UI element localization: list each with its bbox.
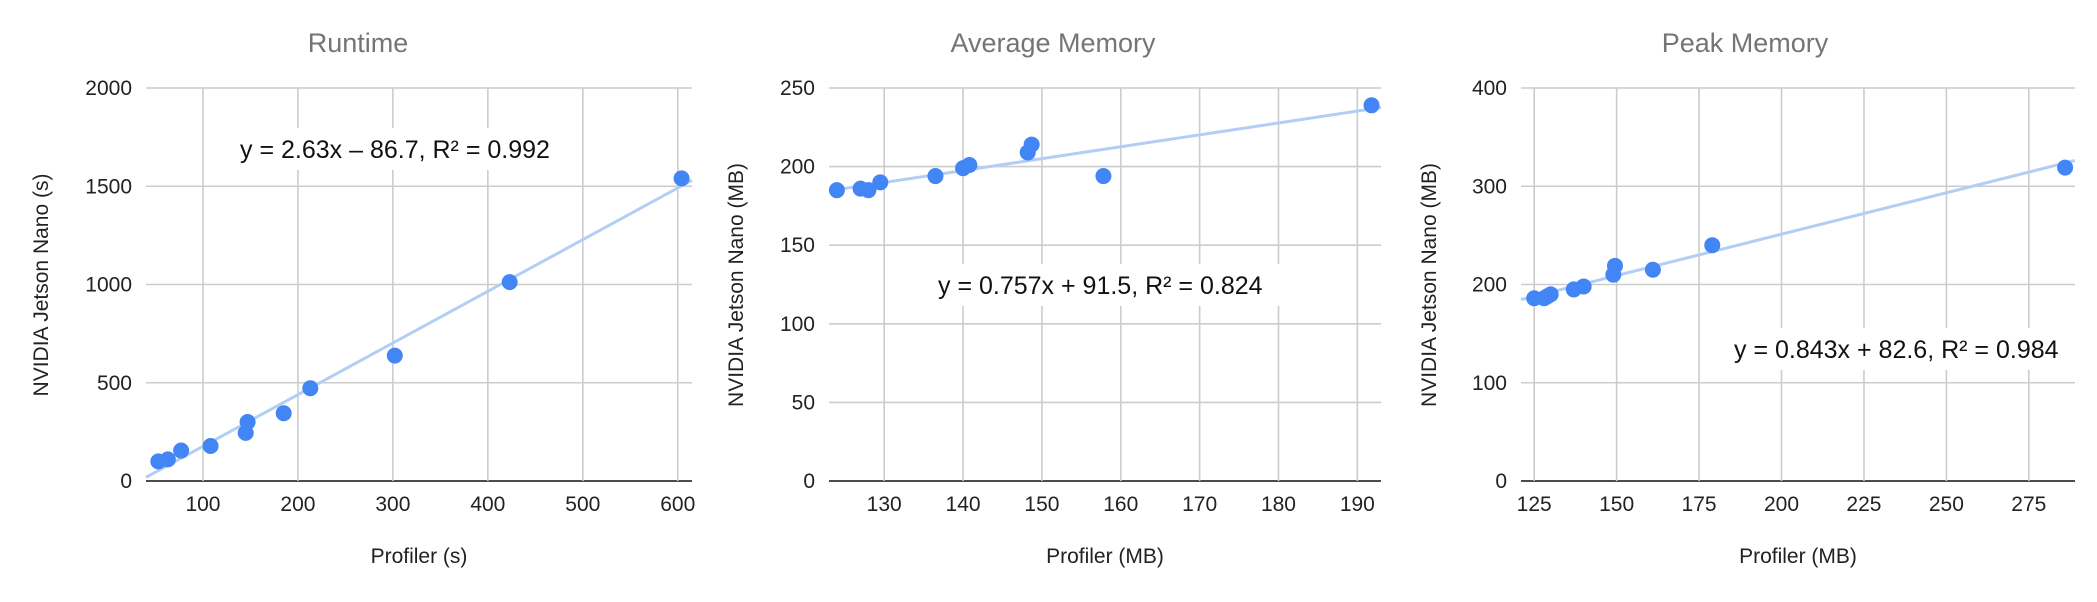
data-point (872, 174, 889, 191)
data-point (275, 405, 292, 422)
x-tick-label: 300 (375, 493, 410, 516)
x-tick-label: 100 (185, 493, 220, 516)
y-tick-label: 0 (803, 470, 815, 493)
trendline-equation: y = 2.63x – 86.7, R² = 0.992 (240, 136, 550, 164)
chart-title: Runtime (308, 28, 409, 58)
y-tick-label: 2000 (85, 77, 132, 100)
data-point (2057, 159, 2074, 176)
y-tick-label: 0 (1495, 470, 1507, 493)
data-point (239, 414, 256, 431)
y-tick-label: 0 (120, 470, 132, 493)
data-point (1542, 286, 1559, 303)
x-tick-label: 150 (1599, 493, 1634, 516)
data-point (1095, 168, 1112, 185)
y-tick-label: 300 (1472, 175, 1507, 198)
x-tick-label: 500 (565, 493, 600, 516)
y-tick-label: 200 (1472, 274, 1507, 297)
x-axis-label: Profiler (MB) (1046, 545, 1164, 568)
y-tick-label: 400 (1472, 77, 1507, 100)
y-tick-label: 50 (792, 391, 815, 414)
x-tick-label: 150 (1024, 493, 1059, 516)
data-point (173, 442, 190, 459)
data-point (1575, 278, 1592, 295)
trendline-equation-background (228, 128, 562, 170)
x-tick-label: 180 (1261, 493, 1296, 516)
data-point (302, 380, 319, 397)
x-tick-label: 160 (1103, 493, 1138, 516)
y-tick-label: 250 (780, 77, 815, 100)
data-point (927, 168, 944, 185)
data-point (501, 274, 518, 291)
trendline-equation-background (926, 264, 1280, 306)
y-axis-label: NVIDIA Jetson Nano (s) (30, 174, 53, 397)
y-axis-label: NVIDIA Jetson Nano (MB) (725, 163, 748, 407)
x-tick-label: 140 (946, 493, 981, 516)
average-memory-chart: Average Memory 0 50 100 150 200 250 130 140 150 1… (725, 28, 1382, 568)
data-point (673, 170, 690, 187)
data-point (159, 451, 176, 468)
x-tick-label: 200 (1764, 493, 1799, 516)
y-tick-label: 100 (780, 313, 815, 336)
data-point (386, 347, 403, 364)
trendline-equation: y = 0.843x + 82.6, R² = 0.984 (1734, 336, 2059, 364)
trendline-equation: y = 0.757x + 91.5, R² = 0.824 (938, 272, 1263, 300)
data-point (1644, 261, 1661, 278)
y-tick-label: 1000 (85, 274, 132, 297)
data-point (1606, 257, 1623, 274)
data-point (1023, 136, 1040, 153)
y-tick-label: 150 (780, 234, 815, 257)
runtime-chart: Runtime 0 500 1000 1500 2000 100 200 300 400 500 6… (30, 28, 695, 568)
x-tick-label: 130 (867, 493, 902, 516)
x-tick-label: 200 (280, 493, 315, 516)
y-axis-label: NVIDIA Jetson Nano (MB) (1418, 163, 1441, 407)
x-tick-label: 225 (1846, 493, 1881, 516)
x-tick-label: 600 (660, 493, 695, 516)
y-tick-label: 1500 (85, 175, 132, 198)
y-tick-label: 100 (1472, 372, 1507, 395)
x-tick-label: 250 (1929, 493, 1964, 516)
trendline-equation-background (1722, 328, 2072, 370)
chart-title: Peak Memory (1662, 28, 1829, 58)
y-tick-label: 200 (780, 156, 815, 179)
data-point (1704, 237, 1721, 254)
x-tick-label: 275 (2011, 493, 2046, 516)
x-tick-label: 190 (1340, 493, 1375, 516)
x-tick-label: 400 (470, 493, 505, 516)
trendline (145, 178, 693, 479)
x-axis-label: Profiler (MB) (1739, 545, 1857, 568)
x-tick-label: 170 (1182, 493, 1217, 516)
data-point (961, 157, 978, 174)
peak-memory-chart: Peak Memory 0 100 200 300 400 125 150 175 200 225… (1418, 28, 2076, 568)
trendline (828, 106, 1382, 193)
data-point (202, 438, 219, 455)
data-point (860, 182, 877, 199)
x-axis-label: Profiler (s) (371, 545, 468, 568)
x-tick-label: 175 (1682, 493, 1717, 516)
trendline (1520, 159, 2076, 302)
chart-title: Average Memory (950, 28, 1156, 58)
data-point (1363, 97, 1380, 114)
x-tick-label: 125 (1517, 493, 1552, 516)
data-point (828, 182, 845, 199)
y-tick-label: 500 (97, 372, 132, 395)
